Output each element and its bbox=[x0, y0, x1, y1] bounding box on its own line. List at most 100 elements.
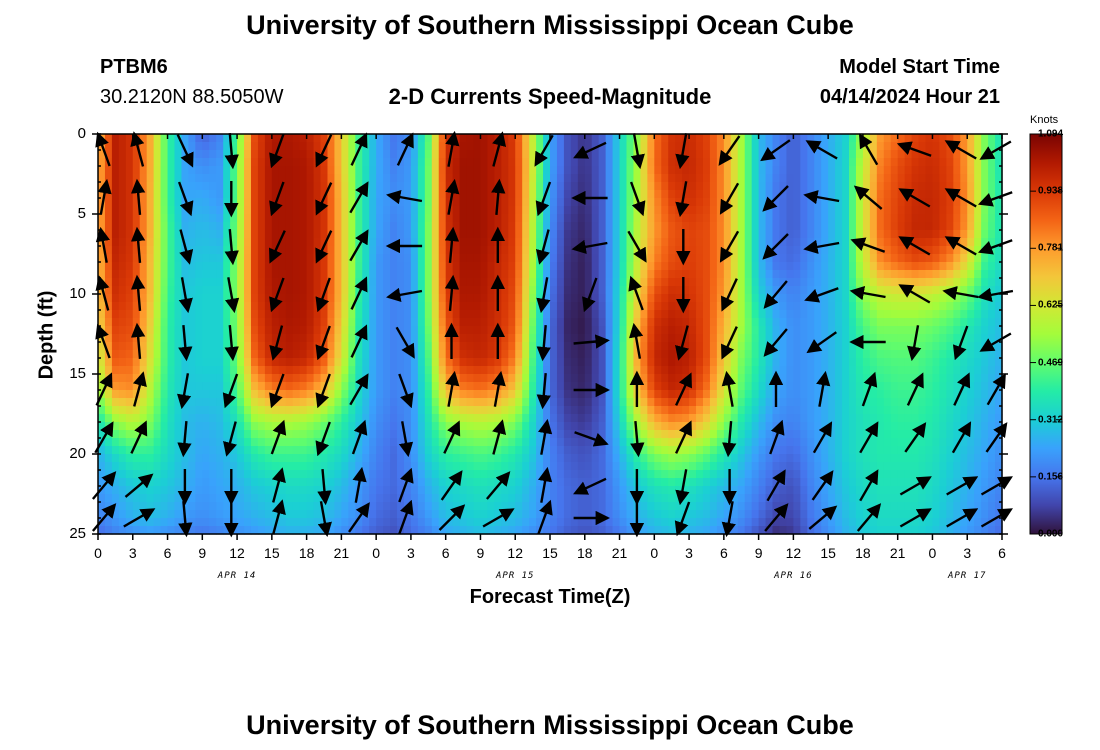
heatmap-cell bbox=[556, 358, 565, 367]
heatmap-cell bbox=[167, 278, 176, 287]
heatmap-cell bbox=[675, 398, 683, 407]
heatmap-cell bbox=[814, 134, 822, 143]
heatmap-cell bbox=[383, 318, 391, 327]
heatmap-cell bbox=[890, 238, 899, 247]
heatmap-cell bbox=[188, 430, 196, 439]
heatmap-cell bbox=[487, 414, 495, 423]
heatmap-cell bbox=[397, 326, 405, 335]
heatmap-cell bbox=[445, 238, 454, 247]
heatmap-cell bbox=[772, 326, 781, 335]
heatmap-cell bbox=[376, 142, 384, 151]
heatmap-cell bbox=[626, 326, 635, 335]
heatmap-cell bbox=[995, 414, 1003, 423]
heatmap-cell bbox=[244, 262, 252, 271]
heatmap-cell bbox=[250, 430, 259, 439]
heatmap-cell bbox=[772, 222, 781, 231]
heatmap-cell bbox=[118, 326, 127, 335]
heatmap-cell bbox=[563, 302, 572, 311]
heatmap-cell bbox=[981, 222, 989, 231]
heatmap-cell bbox=[814, 286, 822, 295]
heatmap-cell bbox=[285, 206, 294, 215]
heatmap-cell bbox=[800, 198, 808, 207]
heatmap-cell bbox=[320, 422, 329, 431]
heatmap-cell bbox=[202, 430, 210, 439]
heatmap-cell bbox=[209, 326, 217, 335]
heatmap-cell bbox=[250, 198, 259, 207]
heatmap-cell bbox=[153, 310, 162, 319]
heatmap-cell bbox=[591, 350, 600, 359]
heatmap-cell bbox=[584, 206, 593, 215]
heatmap-cell bbox=[953, 310, 961, 319]
heatmap-cell bbox=[835, 246, 843, 255]
heatmap-cell bbox=[577, 374, 586, 383]
heatmap-cell bbox=[244, 278, 252, 287]
heatmap-cell bbox=[146, 310, 155, 319]
heatmap-cell bbox=[508, 366, 516, 375]
heatmap-cell bbox=[918, 190, 927, 199]
heatmap-cell bbox=[897, 150, 906, 159]
heatmap-cell bbox=[167, 166, 176, 175]
heatmap-cell bbox=[842, 150, 850, 159]
heatmap-cell bbox=[334, 398, 342, 407]
heatmap-cell bbox=[584, 422, 593, 431]
heatmap-cell bbox=[230, 326, 238, 335]
heatmap-cell bbox=[104, 222, 113, 231]
heatmap-cell bbox=[598, 326, 607, 335]
heatmap-cell bbox=[459, 382, 468, 391]
heatmap-cell bbox=[605, 246, 614, 255]
heatmap-cell bbox=[285, 134, 294, 143]
heatmap-cell bbox=[501, 254, 509, 263]
heatmap-cell bbox=[828, 302, 836, 311]
heatmap-cell bbox=[181, 318, 189, 327]
heatmap-cell bbox=[960, 318, 968, 327]
heatmap-cell bbox=[369, 270, 377, 279]
heatmap-cell bbox=[807, 222, 815, 231]
heatmap-cell bbox=[209, 270, 217, 279]
heatmap-cell bbox=[800, 382, 808, 391]
heatmap-cell bbox=[716, 166, 725, 175]
heatmap-cell bbox=[932, 182, 941, 191]
heatmap-cell bbox=[668, 326, 676, 335]
heatmap-cell bbox=[869, 182, 878, 191]
heatmap-cell bbox=[828, 262, 836, 271]
heatmap-cell bbox=[118, 214, 127, 223]
heatmap-cell bbox=[779, 342, 788, 351]
heatmap-cell bbox=[424, 238, 433, 247]
heatmap-cell bbox=[320, 278, 329, 287]
heatmap-cell bbox=[209, 246, 217, 255]
heatmap-cell bbox=[904, 278, 913, 287]
heatmap-cell bbox=[104, 270, 113, 279]
heatmap-cell bbox=[807, 238, 815, 247]
heatmap-cell bbox=[508, 294, 516, 303]
heatmap-cell bbox=[640, 278, 648, 287]
heatmap-cell bbox=[696, 326, 704, 335]
heatmap-cell bbox=[556, 206, 565, 215]
heatmap-cell bbox=[250, 134, 259, 143]
heatmap-cell bbox=[403, 366, 412, 375]
heatmap-cell bbox=[904, 414, 913, 423]
heatmap-cell bbox=[876, 262, 885, 271]
heatmap-cell bbox=[696, 286, 704, 295]
heatmap-cell bbox=[723, 414, 732, 423]
heatmap-cell bbox=[285, 334, 294, 343]
heatmap-cell bbox=[779, 262, 788, 271]
heatmap-cell bbox=[543, 206, 551, 215]
heatmap-cell bbox=[424, 326, 433, 335]
heatmap-cell bbox=[730, 166, 739, 175]
heatmap-cell bbox=[744, 182, 753, 191]
heatmap-cell bbox=[348, 182, 356, 191]
heatmap-cell bbox=[445, 270, 454, 279]
heatmap-cell bbox=[939, 278, 947, 287]
heatmap-cell bbox=[522, 366, 530, 375]
heatmap-cell bbox=[376, 302, 384, 311]
heatmap-cell bbox=[995, 222, 1003, 231]
heatmap-cell bbox=[410, 398, 419, 407]
heatmap-cell bbox=[709, 230, 718, 239]
heatmap-cell bbox=[459, 166, 468, 175]
heatmap-cell bbox=[723, 182, 732, 191]
heatmap-cell bbox=[278, 150, 287, 159]
heatmap-cell bbox=[132, 214, 141, 223]
heatmap-cell bbox=[577, 286, 586, 295]
heatmap-cell bbox=[988, 350, 996, 359]
heatmap-cell bbox=[918, 334, 927, 343]
